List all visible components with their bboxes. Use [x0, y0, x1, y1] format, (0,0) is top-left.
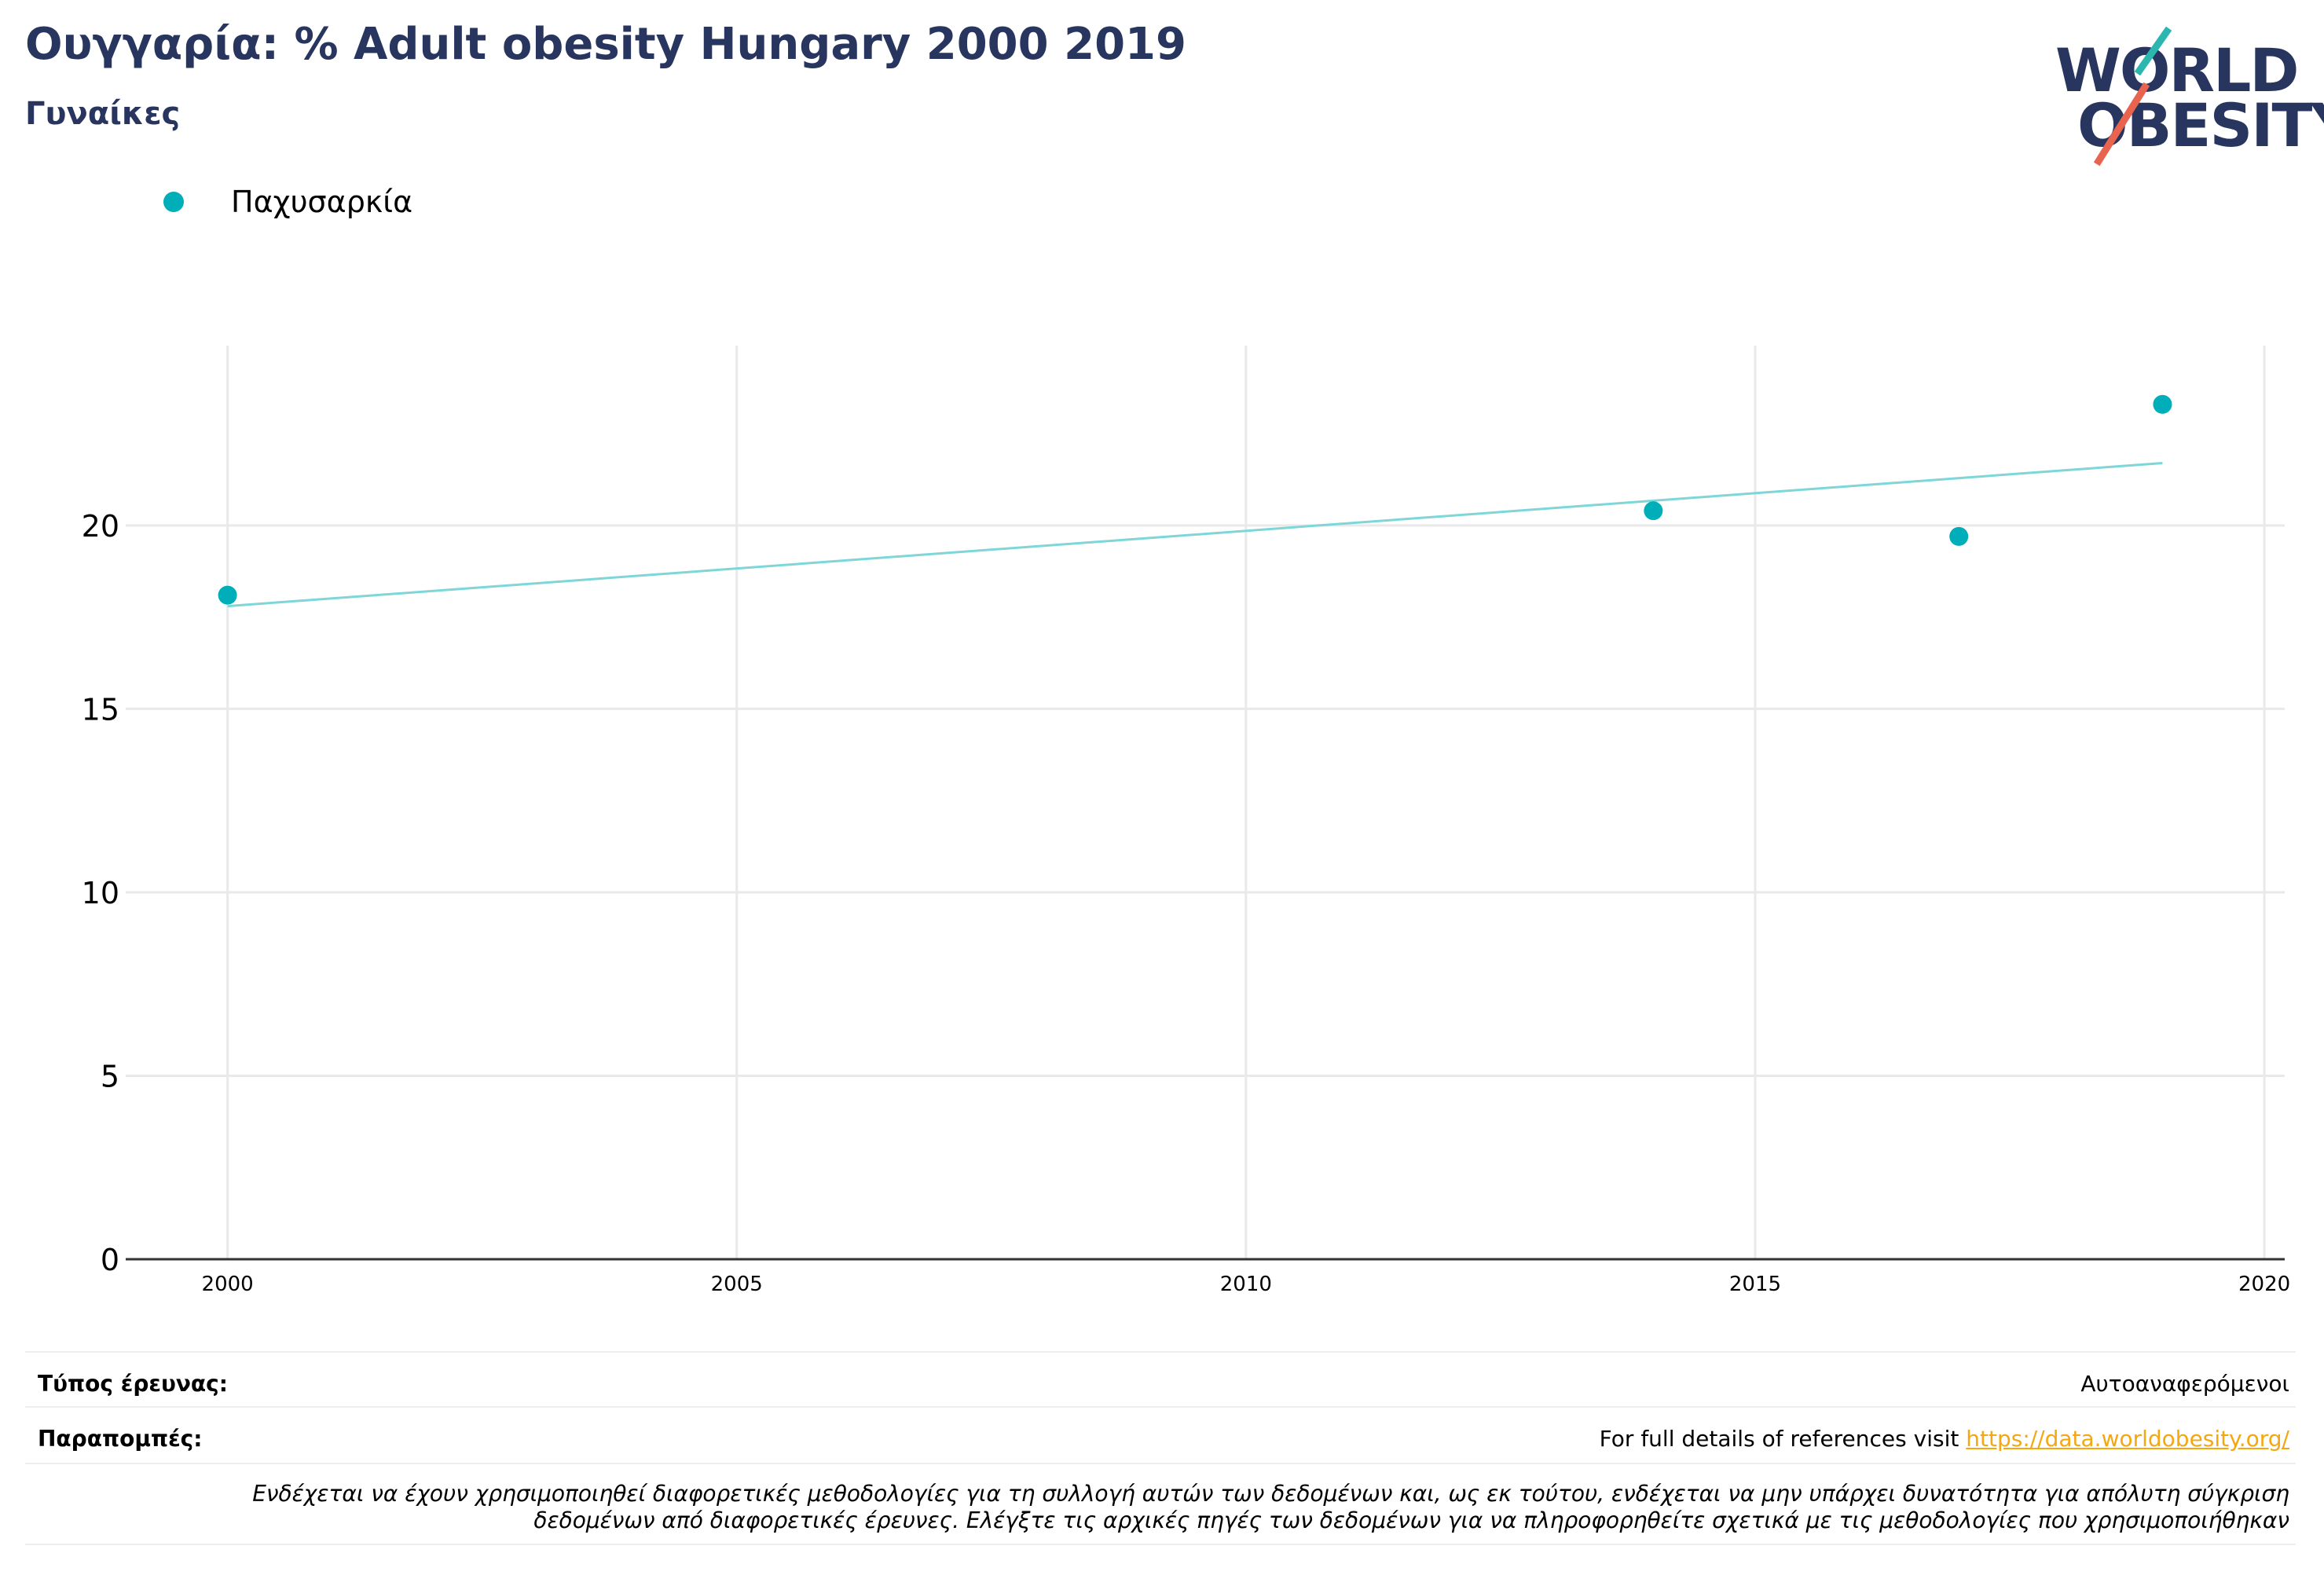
- logo-text-world: WORLD: [2055, 35, 2299, 105]
- data-point: [218, 585, 237, 605]
- data-point: [2153, 394, 2172, 414]
- legend-marker: [163, 192, 184, 212]
- survey-type-value: Αυτοαναφερόμενοι: [2080, 1371, 2289, 1397]
- x-tick-label: 2005: [711, 1273, 763, 1296]
- chart-subtitle: Γυναίκες: [25, 96, 181, 132]
- legend: Παχυσαρκία: [163, 182, 412, 222]
- methodology-note-line2: δεδομένων από διαφορετικές έρευνες. Ελέγ…: [533, 1507, 2289, 1533]
- y-tick-label: 15: [82, 692, 119, 727]
- references-text: For full details of references visit: [1599, 1426, 1967, 1452]
- x-tick-label: 2000: [202, 1273, 254, 1296]
- survey-type-label: Τύπος έρευνας:: [38, 1371, 228, 1397]
- y-tick-label: 20: [82, 509, 119, 544]
- y-tick-label: 10: [82, 876, 119, 910]
- footer-divider: [25, 1463, 2296, 1464]
- x-tick-label: 2010: [1220, 1273, 1272, 1296]
- data-point: [1949, 526, 1969, 546]
- chart-title: Ουγγαρία: % Adult obesity Hungary 2000 2…: [25, 19, 1186, 70]
- x-tick-label: 2020: [2238, 1273, 2290, 1296]
- methodology-note: Ενδέχεται να έχουν χρησιμοποιηθεί διαφορ…: [42, 1481, 2289, 1534]
- y-tick-label: 0: [101, 1243, 119, 1277]
- methodology-note-line1: Ενδέχεται να έχουν χρησιμοποιηθεί διαφορ…: [252, 1481, 2289, 1507]
- footer-divider: [25, 1351, 2296, 1353]
- footer-divider: [25, 1544, 2296, 1545]
- chart-plot: 2000 2005 2010 2015 2020 0 5 10 15 20: [82, 346, 2290, 1296]
- references-value: For full details of references visit htt…: [1600, 1426, 2289, 1452]
- world-obesity-logo: WORLD OBESITY: [2051, 24, 2324, 167]
- trend-line: [227, 461, 2163, 608]
- footer-divider: [25, 1406, 2296, 1408]
- data-point: [1644, 501, 1663, 521]
- y-tick-label: 5: [101, 1059, 119, 1093]
- references-label: Παραπομπές:: [38, 1426, 203, 1452]
- legend-label: Παχυσαρκία: [231, 185, 413, 219]
- references-link[interactable]: https://data.worldobesity.org/: [1966, 1426, 2289, 1452]
- x-tick-label: 2015: [1729, 1273, 1781, 1296]
